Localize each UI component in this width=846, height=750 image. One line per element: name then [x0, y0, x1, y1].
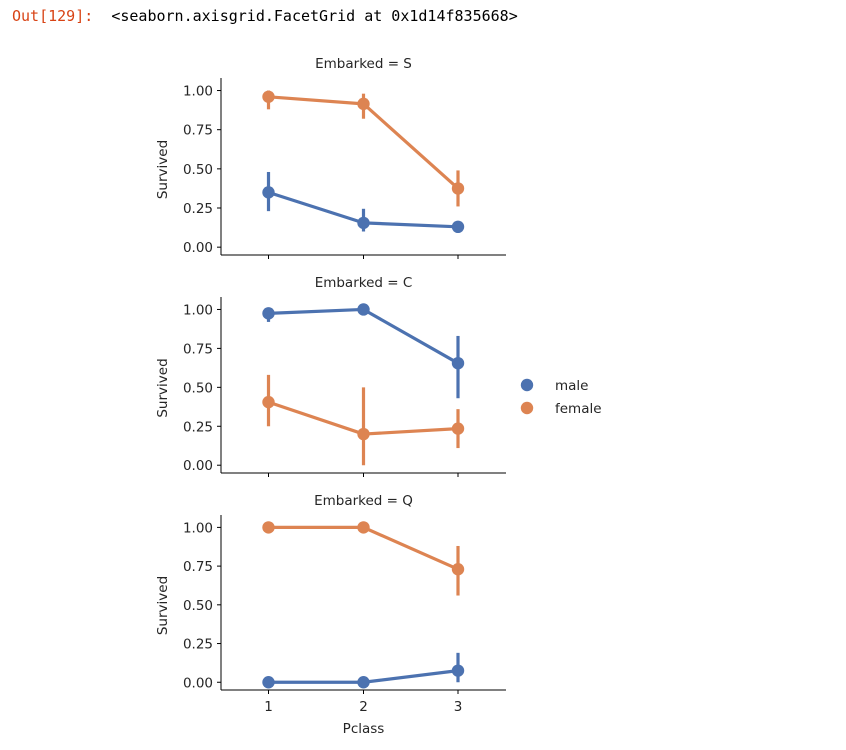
data-point [451, 220, 465, 234]
data-point [451, 422, 465, 435]
series-male [262, 652, 465, 689]
data-point [357, 216, 370, 230]
y-tick-label: 0.25 [183, 419, 213, 435]
data-point [451, 182, 465, 195]
y-tick-label: 0.50 [183, 380, 213, 396]
y-tick-label: 0.00 [183, 458, 213, 474]
series-line [266, 525, 460, 571]
data-point [262, 90, 275, 103]
y-tick-label: 0.25 [183, 201, 213, 217]
series-female [262, 521, 465, 596]
legend-label-male: male [555, 378, 588, 394]
y-axis-label: Survived [155, 576, 171, 635]
data-point [357, 676, 370, 689]
y-tick-label: 1.00 [183, 302, 213, 318]
output-repr-text: <seaborn.axisgrid.FacetGrid at 0x1d14f83… [111, 7, 518, 25]
legend-label-female: female [555, 401, 602, 417]
data-point [357, 97, 370, 111]
y-tick-label: 0.00 [183, 675, 213, 691]
data-point [451, 563, 465, 576]
legend-marker-male [520, 378, 534, 392]
output-line: Out[129]: <seaborn.axisgrid.FacetGrid at… [12, 4, 518, 28]
y-tick-label: 0.25 [183, 637, 213, 653]
y-tick-label: 0.50 [183, 598, 213, 614]
x-axis-label: Pclass [343, 721, 385, 737]
facet-panel-1: 0.00 0.25 0.50 0.75 1.00 Embarked = S Survived [155, 56, 506, 259]
data-point [262, 395, 275, 409]
data-point [357, 521, 370, 534]
series-line [266, 307, 460, 365]
facet-panel-2: 0.00 0.25 0.50 0.75 1.00 Embarked = C Survived [155, 275, 506, 477]
output-prompt: Out[129]: [12, 7, 94, 25]
y-tick-label: 0.75 [183, 559, 213, 575]
y-tick-label: 0.00 [183, 240, 213, 256]
x-tick-label: 2 [359, 699, 368, 715]
y-tick-label: 0.50 [183, 162, 213, 178]
data-point [451, 664, 465, 677]
data-point [262, 307, 275, 320]
facet-panel-3: 0.00 0.25 0.50 0.75 1.00 1 2 3 Embarked = Q Survi… [155, 493, 506, 715]
series-male [262, 303, 465, 399]
x-tick-label: 3 [454, 699, 463, 715]
y-tick-label: 1.00 [183, 84, 213, 100]
series-male [262, 171, 465, 234]
series-female [262, 374, 465, 466]
data-point [262, 521, 275, 534]
series-female [262, 90, 465, 207]
y-axis-label: Survived [155, 358, 171, 417]
data-point [451, 356, 465, 370]
legend-marker-female [520, 401, 534, 415]
y-tick-label: 0.75 [183, 123, 213, 139]
x-tick-label: 1 [264, 699, 273, 715]
legend: male female [520, 378, 602, 417]
y-tick-label: 1.00 [183, 520, 213, 536]
facet-title: Embarked = Q [314, 493, 413, 509]
data-point [262, 186, 275, 199]
facet-title: Embarked = C [315, 275, 413, 291]
data-point [262, 676, 275, 689]
y-tick-label: 0.75 [183, 341, 213, 357]
y-axis-label: Survived [155, 140, 171, 199]
facet-title: Embarked = S [315, 56, 412, 72]
data-point [357, 427, 370, 441]
data-point [357, 303, 370, 316]
